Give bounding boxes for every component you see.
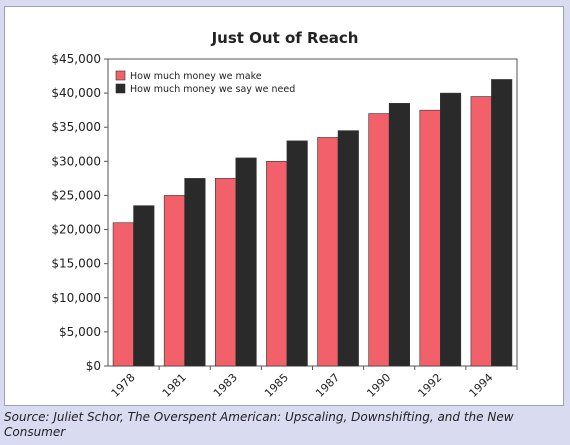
chart-title: Just Out of Reach [211, 29, 359, 47]
legend: How much money we make How much money we … [115, 70, 295, 95]
x-tick-label: 1987 [313, 371, 342, 400]
y-tick-label: $45,000 [51, 52, 101, 66]
bar-make-1990 [368, 113, 390, 367]
legend-swatch [115, 70, 126, 81]
y-tick-label: $40,000 [51, 86, 101, 100]
legend-label: How much money we make [130, 71, 262, 82]
bars [112, 79, 513, 367]
x-tick-label: 1990 [364, 371, 393, 400]
x-tick-label: 1983 [211, 371, 240, 400]
legend-swatch [115, 83, 126, 94]
y-tick-label: $5,000 [59, 325, 101, 339]
bar-make-1981 [163, 195, 185, 367]
y-tick-label: $30,000 [51, 154, 101, 168]
x-tick-label: 1981 [160, 371, 189, 400]
bar-make-1994 [470, 96, 492, 367]
legend-label: How much money we say we need [130, 84, 295, 95]
bar-need-1992 [440, 92, 462, 367]
bar-make-1985 [266, 161, 288, 367]
bar-need-1987 [337, 130, 359, 367]
bar-make-1978 [112, 222, 134, 367]
bar-need-1985 [286, 140, 308, 367]
bar-make-1992 [419, 109, 441, 367]
x-tick-label: 1992 [415, 371, 444, 400]
y-tick-label: $15,000 [51, 257, 101, 271]
bar-chart: $0 $5,000 $10,000 $15,000 $20,000 $25,000 $30,… [51, 52, 518, 400]
bar-make-1987 [317, 137, 339, 367]
bar-need-1983 [235, 157, 257, 367]
y-tick-label: $20,000 [51, 223, 101, 237]
y-tick-label: $35,000 [51, 120, 101, 134]
bar-make-1983 [215, 178, 237, 367]
y-tick-label: $10,000 [51, 291, 101, 305]
bar-need-1981 [184, 178, 206, 367]
x-axis: 1978 1981 1983 1985 1987 1990 1992 1994 [109, 366, 518, 400]
source-caption: Source: Juliet Schor, The Overspent Amer… [4, 410, 514, 439]
bar-need-1978 [133, 205, 155, 367]
chart-panel: Just Out of Reach $0 $5,000 $10,000 $15,000… [4, 6, 564, 406]
x-tick-label: 1994 [467, 371, 496, 400]
x-tick-label: 1978 [109, 371, 138, 400]
x-tick-label: 1985 [262, 371, 291, 400]
y-tick-label: $25,000 [51, 188, 101, 202]
bar-need-1990 [388, 103, 410, 367]
bar-need-1994 [491, 79, 513, 367]
y-tick-label: $0 [86, 359, 101, 373]
y-axis: $0 $5,000 $10,000 $15,000 $20,000 $25,000 $30,… [51, 52, 108, 373]
